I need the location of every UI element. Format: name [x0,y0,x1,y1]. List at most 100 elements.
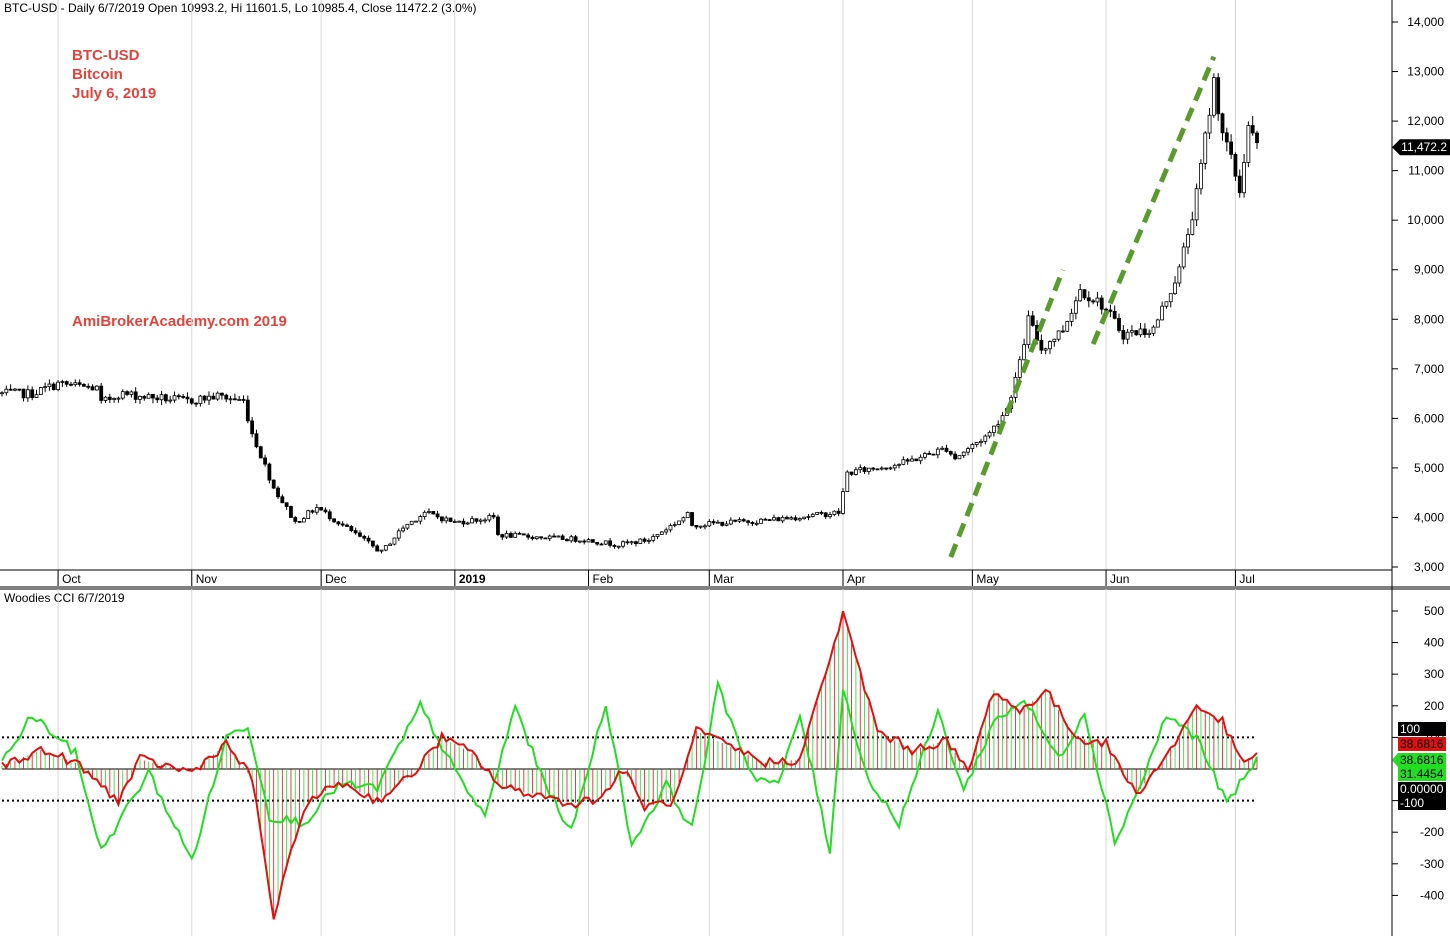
candle-body [910,458,914,462]
trendline [948,268,1066,558]
candle-body [435,513,440,518]
candle-body [897,463,901,466]
candle-body [966,448,970,453]
candle-body [720,521,725,526]
candle-body [189,398,194,404]
candle-body [685,512,690,519]
candle-body [232,398,237,401]
candle-body [1147,332,1152,336]
candle-body [690,512,694,526]
candle-body [94,385,99,391]
annotation-line-symbol: BTC-USD [72,47,140,64]
candle-body [664,529,669,533]
candle-body [474,518,479,522]
candle-body [159,394,164,401]
candle-body [444,517,449,522]
cci-value-tag [1398,753,1446,767]
candle-body [944,447,949,452]
cci-pane-header: Woodies CCI 6/7/2019 [4,591,125,605]
candle-body [815,511,820,515]
candle-body [849,471,854,475]
candle-body [565,539,569,542]
candle-body [107,396,112,400]
candle-body [500,534,505,538]
candle-body [38,387,43,396]
candle-body [763,518,768,521]
candle-body [496,516,500,535]
candle-body [362,535,367,539]
candle-body [1164,301,1169,307]
y-tick-label: 5,000 [1414,461,1444,475]
candle-body [1207,114,1212,134]
candle-body [888,467,893,470]
candle-body [448,517,453,522]
candle-body [112,398,117,400]
cci-histogram [1,614,1258,918]
candle-body [1203,132,1208,164]
candle-body [323,509,328,513]
candle-body [297,520,302,523]
candle-body [698,525,703,528]
candle-body [612,544,617,547]
candle-body [836,510,841,514]
candle-body [1155,319,1160,328]
candle-body [754,522,759,525]
candle-body [1073,300,1078,314]
candle-body [905,459,910,462]
candle-body [793,517,798,521]
candle-body [17,388,22,391]
candle-body [13,388,17,391]
candle-body [578,540,582,543]
candle-body [521,533,526,536]
candle-body [1017,359,1022,378]
candle-body [86,385,91,388]
candle-body [340,523,345,526]
candle-body [427,511,431,513]
cci-value-tag [1398,722,1446,736]
candle-body [918,456,923,462]
candle-body [586,539,591,543]
candle-body [47,383,52,388]
cci-tick-label: 400 [1424,636,1444,650]
candle-body [43,386,48,389]
candle-body [176,395,181,398]
candle-body [319,507,324,511]
candle-body [125,391,129,395]
candle-body [405,523,410,529]
candle-body [77,382,82,385]
candle-body [56,381,60,391]
candle-body [224,394,229,400]
candle-body [556,535,561,538]
candle-body [388,543,393,546]
candle-body [133,391,138,400]
candle-body [103,396,108,401]
cci-tick-label: -400 [1420,888,1444,902]
y-tick-label: 3,000 [1414,560,1444,574]
candle-body [452,521,457,523]
candle-body [1065,321,1070,332]
candle-body [1091,300,1096,303]
candle-body [923,453,927,458]
trendline [1090,55,1217,346]
y-tick-label: 8,000 [1414,312,1444,326]
candle-body [759,518,763,524]
candle-body [245,399,250,422]
candle-body [1125,331,1130,340]
cci-value-label: 38.6816 [1400,753,1444,767]
candle-body [953,453,958,460]
cci-tick-label: 200 [1424,699,1444,713]
candle-body [974,442,979,445]
candle-body [1026,315,1031,346]
candle-body [776,517,781,522]
x-tick-label: May [976,572,999,586]
candle-body [345,524,349,527]
candle-body [1173,282,1177,295]
candle-body [672,524,677,526]
candle-body [271,479,276,489]
x-tick-label: Feb [593,572,614,586]
candle-body [198,395,203,404]
candle-body [254,433,259,448]
candle-body [69,383,73,386]
candle-body [51,383,56,391]
candle-body [1043,348,1048,351]
